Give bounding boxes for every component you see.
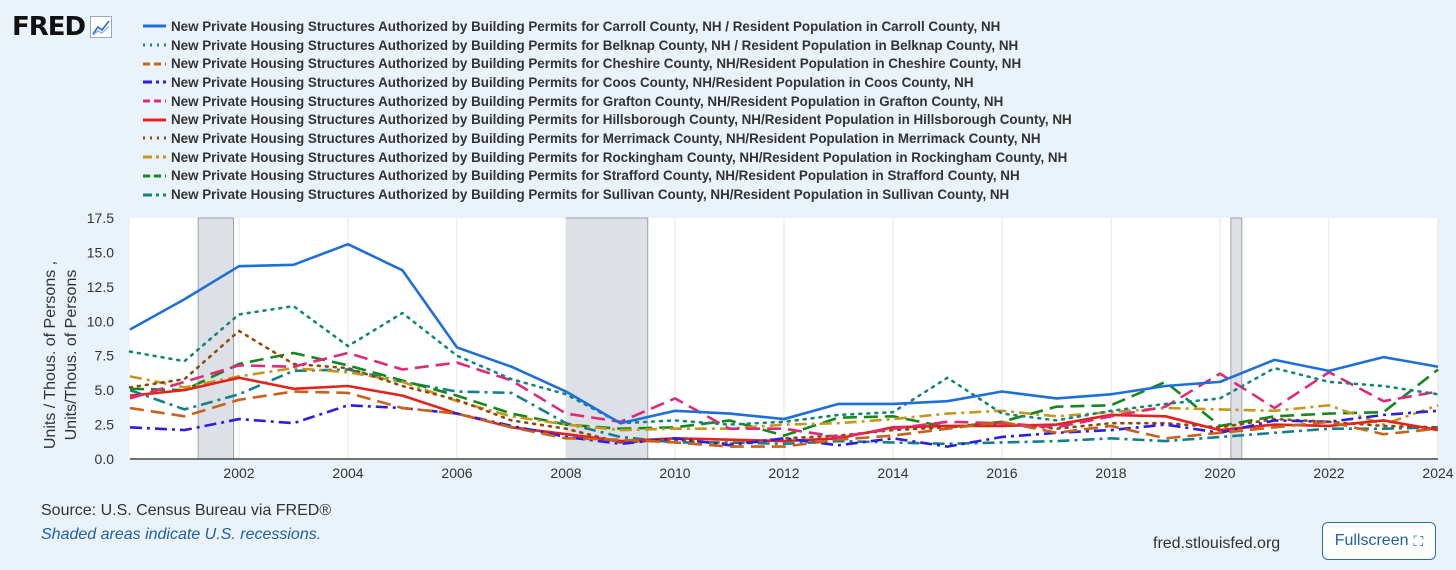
legend-label: New Private Housing Structures Authorize… xyxy=(171,187,1010,203)
series-lines xyxy=(128,242,1440,448)
series-line xyxy=(128,329,1440,446)
legend-swatch xyxy=(143,136,166,140)
legend-label: New Private Housing Structures Authorize… xyxy=(171,112,1072,128)
y-tick-label: 2.5 xyxy=(95,417,115,433)
x-tick-label: 2018 xyxy=(1095,465,1126,481)
site-link[interactable]: fred.stlouisfed.org xyxy=(1153,535,1281,552)
legend-swatch xyxy=(143,62,166,66)
series-line xyxy=(129,351,1439,439)
y-axis-title-line-1: Units / Thous. of Persons , xyxy=(42,260,59,450)
x-tick-label: 2002 xyxy=(223,465,254,481)
chart-line-icon xyxy=(90,16,113,38)
series-line xyxy=(128,304,1440,426)
legend-label: New Private Housing Structures Authorize… xyxy=(171,168,1020,184)
expand-icon: ⛶ xyxy=(1413,532,1424,549)
y-tick-label: 17.5 xyxy=(87,210,114,226)
series-line xyxy=(129,351,1439,437)
legend-item[interactable]: New Private Housing Structures Authorize… xyxy=(142,17,1072,36)
legend-item[interactable]: New Private Housing Structures Authorize… xyxy=(142,73,1072,92)
y-tick-label: 0.0 xyxy=(95,451,115,467)
legend-swatch xyxy=(143,43,166,47)
x-tick-label: 2010 xyxy=(659,465,690,481)
legend-label: New Private Housing Structures Authorize… xyxy=(171,37,1019,53)
legend-label: New Private Housing Structures Authorize… xyxy=(171,93,1004,109)
legend-swatch xyxy=(143,155,166,159)
legend-swatch xyxy=(143,80,166,84)
x-tick-label: 2014 xyxy=(877,465,908,481)
y-axis-title-line-2: Units/Thous. of Persons xyxy=(63,269,80,441)
y-axis-title: Units / Thous. of Persons , Units/Thous.… xyxy=(40,261,82,449)
legend-item[interactable]: New Private Housing Structures Authorize… xyxy=(142,110,1072,129)
x-tick-label: 2012 xyxy=(768,465,799,481)
legend-item[interactable]: New Private Housing Structures Authorize… xyxy=(142,185,1072,204)
logo-text: FRED xyxy=(12,12,86,42)
legend-item[interactable]: New Private Housing Structures Authorize… xyxy=(142,148,1072,167)
legend-label: New Private Housing Structures Authorize… xyxy=(171,130,1041,146)
legend-label: New Private Housing Structures Authorize… xyxy=(171,149,1068,165)
x-tick-label: 2004 xyxy=(332,465,363,481)
y-tick-label: 15.0 xyxy=(87,244,114,260)
x-tick-label: 2020 xyxy=(1204,465,1235,481)
legend-swatch xyxy=(143,174,166,178)
legend-item[interactable]: New Private Housing Structures Authorize… xyxy=(142,167,1072,186)
vertical-grid xyxy=(238,218,1439,459)
series-line xyxy=(129,366,1439,432)
source-text: Source: U.S. Census Bureau via FRED® xyxy=(41,502,332,519)
legend-swatch xyxy=(143,24,166,28)
x-tick-label: 2008 xyxy=(550,465,581,481)
legend-swatch xyxy=(143,99,166,103)
y-tick-label: 7.5 xyxy=(95,348,115,364)
fullscreen-label: Fullscreen xyxy=(1334,532,1409,549)
recession-note: Shaded areas indicate U.S. recessions. xyxy=(41,526,322,543)
legend-swatch xyxy=(143,193,166,197)
recession-band xyxy=(197,217,235,460)
y-tick-label: 10.0 xyxy=(87,313,114,329)
legend-item[interactable]: New Private Housing Structures Authorize… xyxy=(142,92,1072,111)
fullscreen-button[interactable]: Fullscreen ⛶ xyxy=(1322,522,1436,560)
legend: New Private Housing Structures Authorize… xyxy=(142,17,1072,204)
legend-label: New Private Housing Structures Authorize… xyxy=(171,18,1001,34)
series-line xyxy=(129,376,1439,443)
x-tick-label: 2006 xyxy=(441,465,472,481)
y-axis-ticks: 0.0 2.5 5.0 7.5 10.0 12.5 15.0 17.5 xyxy=(87,210,114,467)
legend-item[interactable]: New Private Housing Structures Authorize… xyxy=(142,36,1072,55)
x-axis-ticks: 2002 2004 2006 2008 2010 2012 2014 2016 2018 2020… xyxy=(223,465,1453,481)
series-line xyxy=(129,390,1439,448)
x-tick-label: 2022 xyxy=(1313,465,1344,481)
x-tick-label: 2024 xyxy=(1422,465,1453,481)
legend-label: New Private Housing Structures Authorize… xyxy=(171,56,1022,72)
series-line xyxy=(129,368,1439,446)
legend-swatch xyxy=(143,118,166,122)
x-tick-label: 2016 xyxy=(986,465,1017,481)
legend-item[interactable]: New Private Housing Structures Authorize… xyxy=(142,129,1072,148)
y-tick-label: 5.0 xyxy=(95,382,115,398)
legend-label: New Private Housing Structures Authorize… xyxy=(171,74,974,90)
series-line xyxy=(129,242,1439,425)
legend-item[interactable]: New Private Housing Structures Authorize… xyxy=(142,54,1072,73)
fred-logo[interactable]: FRED xyxy=(12,12,113,42)
y-tick-label: 12.5 xyxy=(87,279,114,295)
